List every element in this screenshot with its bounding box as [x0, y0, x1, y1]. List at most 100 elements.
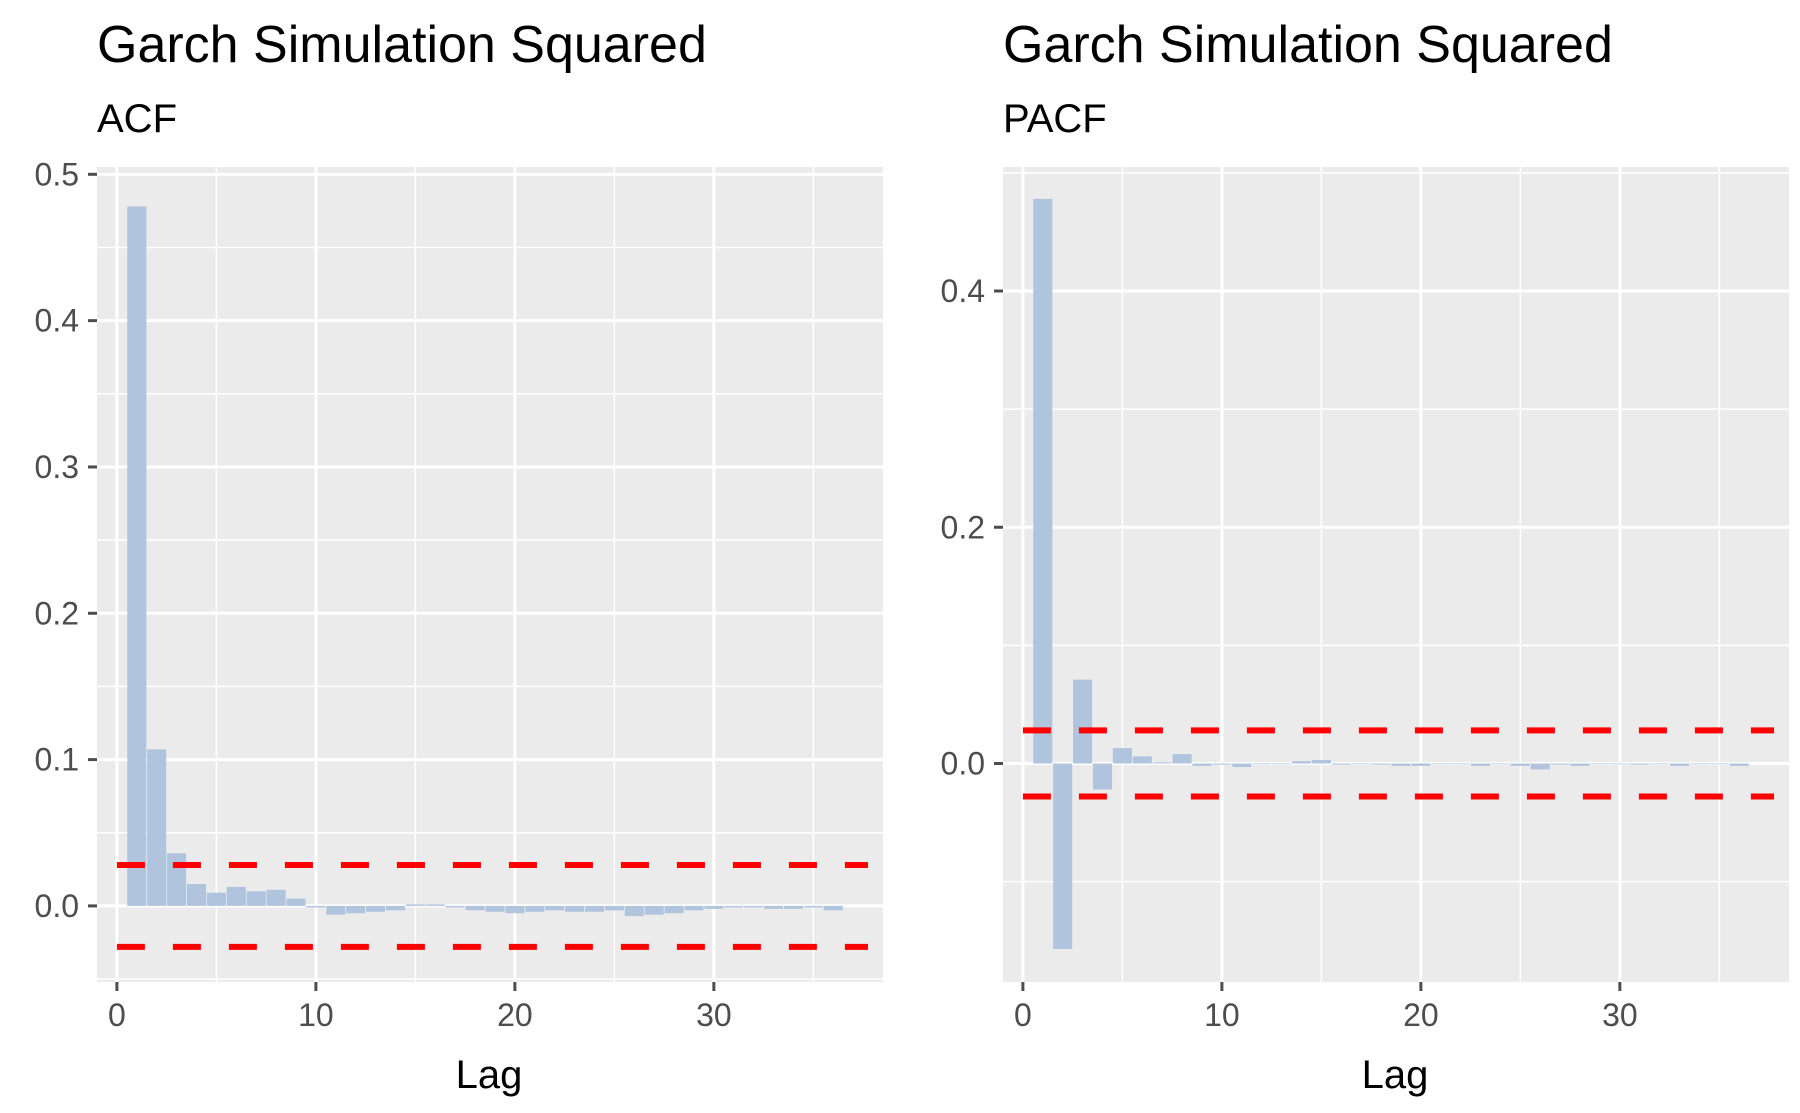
- acf-bar-lag-20: [505, 905, 525, 914]
- pacf-bar-lag-1: [1033, 198, 1053, 764]
- acf-bar-lag-7: [246, 891, 266, 906]
- acf-bar-lag-30: [704, 905, 724, 909]
- pacf-bar-lag-12: [1252, 763, 1272, 765]
- acf-subtitle: ACF: [97, 97, 177, 141]
- acf-bar-lag-23: [565, 905, 585, 912]
- acf-bar-lag-25: [604, 905, 624, 911]
- acf-bar-lag-24: [584, 905, 605, 912]
- acf-x-tick-label: 0: [108, 997, 126, 1033]
- pacf-bar-lag-5: [1112, 748, 1132, 764]
- pacf-bar-lag-14: [1291, 761, 1312, 764]
- acf-bar-lag-27: [644, 905, 664, 915]
- pacf-panel-background: [1003, 167, 1789, 982]
- pacf-bar-lag-4: [1092, 763, 1113, 790]
- acf-bar-lag-21: [525, 905, 545, 912]
- acf-bar-lag-33: [764, 905, 784, 909]
- pacf-bar-lag-2: [1053, 763, 1073, 949]
- acf-bar-lag-26: [624, 905, 644, 917]
- pacf-bar-lag-33: [1670, 763, 1690, 766]
- pacf-y-tick-label: 0.2: [941, 509, 985, 545]
- pacf-bar-lag-7: [1152, 762, 1172, 764]
- acf-plot: 0.0 0.1 0.2 0.3 0.4 0.5 0 10 20 30: [35, 156, 883, 1033]
- pacf-x-tick-label: 30: [1602, 997, 1638, 1033]
- pacf-bar-lag-3: [1073, 679, 1093, 764]
- acf-bar-lag-28: [664, 905, 684, 914]
- acf-bar-lag-32: [744, 905, 764, 908]
- acf-bar-lag-19: [485, 905, 505, 912]
- acf-y-tick-label: 0.5: [35, 156, 79, 192]
- acf-bar-lag-8: [266, 889, 286, 906]
- acf-bar-lag-36: [823, 905, 843, 911]
- pacf-bar-lag-28: [1570, 763, 1590, 766]
- pacf-bar-lag-25: [1510, 763, 1530, 766]
- acf-x-tick-label: 20: [497, 997, 533, 1033]
- acf-y-tick-label: 0.4: [35, 303, 79, 339]
- pacf-bar-lag-34: [1689, 763, 1710, 765]
- acf-bar-lag-14: [385, 905, 406, 911]
- acf-y-tick-label: 0.3: [35, 449, 79, 485]
- pacf-bar-lag-10: [1212, 763, 1232, 765]
- pacf-x-tick-label: 20: [1403, 997, 1439, 1033]
- pacf-bar-lag-27: [1550, 763, 1570, 765]
- acf-bar-lag-11: [326, 905, 346, 915]
- pacf-bar-lag-36: [1729, 763, 1749, 766]
- acf-bar-lag-35: [803, 905, 823, 908]
- pacf-x-tick-label: 10: [1204, 997, 1240, 1033]
- acf-bar-lag-16: [425, 904, 445, 906]
- acf-bar-lag-18: [465, 905, 485, 911]
- acf-bar-lag-1: [127, 206, 147, 906]
- pacf-bar-lag-8: [1172, 754, 1192, 764]
- acf-bar-lag-17: [445, 905, 465, 908]
- pacf-bar-lag-35: [1709, 763, 1729, 765]
- acf-bar-lag-4: [186, 883, 207, 906]
- pacf-bar-lag-21: [1431, 763, 1451, 765]
- pacf-bar-lag-17: [1351, 763, 1371, 765]
- pacf-bar-lag-24: [1490, 763, 1511, 765]
- pacf-title: Garch Simulation Squared: [1003, 16, 1613, 74]
- acf-bar-lag-5: [206, 892, 226, 906]
- pacf-bar-lag-23: [1471, 763, 1491, 766]
- acf-bar-lag-3: [167, 853, 187, 906]
- pacf-bar-lag-9: [1192, 763, 1212, 766]
- acf-y-tick-label: 0.1: [35, 742, 79, 778]
- acf-bar-lag-34: [783, 905, 804, 909]
- acf-y-tick-label: 0.2: [35, 595, 79, 631]
- acf-x-tick-label: 10: [298, 997, 334, 1033]
- acf-x-tick-label: 30: [696, 997, 732, 1033]
- pacf-bar-lag-29: [1590, 763, 1610, 765]
- pacf-bar-lag-20: [1411, 763, 1431, 766]
- pacf-y-tick-label: 0.4: [941, 273, 985, 309]
- acf-bar-lag-10: [306, 905, 326, 908]
- pacf-bar-lag-26: [1530, 763, 1550, 770]
- acf-bar-lag-13: [366, 905, 386, 912]
- acf-bar-lag-12: [346, 905, 366, 914]
- pacf-bar-lag-31: [1630, 763, 1650, 765]
- acf-bar-lag-15: [405, 904, 425, 906]
- pacf-bar-lag-13: [1272, 763, 1292, 765]
- pacf-bar-lag-22: [1451, 763, 1471, 765]
- acf-title: Garch Simulation Squared: [97, 16, 707, 74]
- pacf-subtitle: PACF: [1003, 97, 1107, 141]
- acf-bar-lag-6: [226, 886, 246, 906]
- pacf-bar-lag-6: [1132, 756, 1152, 764]
- acf-bar-lag-22: [545, 905, 565, 911]
- acf-bar-lag-2: [147, 749, 167, 906]
- pacf-y-tick-label: 0.0: [941, 745, 985, 781]
- acf-bar-lag-29: [684, 905, 704, 911]
- pacf-x-tick-label: 0: [1014, 997, 1032, 1033]
- acf-bar-lag-31: [724, 905, 744, 908]
- pacf-bar-lag-11: [1232, 763, 1252, 768]
- acf-x-axis-label: Lag: [456, 1053, 523, 1097]
- acf-y-tick-label: 0.0: [35, 888, 79, 924]
- pacf-x-axis-label: Lag: [1362, 1053, 1429, 1097]
- pacf-bar-lag-15: [1311, 759, 1331, 764]
- pacf-plot: 0.0 0.2 0.4 0 10 20 30: [941, 167, 1789, 1033]
- pacf-bar-lag-32: [1650, 763, 1670, 765]
- acf-bar-lag-9: [286, 898, 306, 906]
- acf-panel-background: [97, 167, 883, 982]
- pacf-bar-lag-16: [1331, 763, 1351, 765]
- pacf-bar-lag-19: [1391, 763, 1411, 766]
- pacf-bar-lag-18: [1371, 763, 1391, 765]
